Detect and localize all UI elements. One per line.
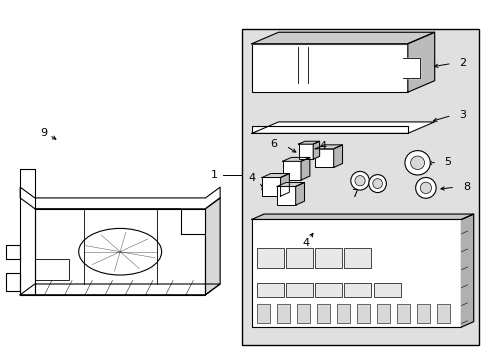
Text: 6: 6: [270, 139, 277, 149]
Polygon shape: [298, 141, 319, 144]
Bar: [316, 304, 329, 323]
Text: 1: 1: [210, 170, 217, 180]
Polygon shape: [277, 183, 304, 186]
Bar: [256, 283, 283, 297]
Ellipse shape: [415, 177, 435, 198]
Polygon shape: [251, 214, 473, 220]
Bar: [285, 283, 312, 297]
Bar: [282, 161, 301, 180]
Bar: [256, 304, 269, 323]
Bar: [315, 149, 333, 167]
Polygon shape: [251, 126, 407, 134]
Polygon shape: [280, 174, 289, 196]
Bar: [251, 220, 461, 327]
Ellipse shape: [79, 228, 161, 275]
Bar: [285, 248, 312, 268]
Bar: [315, 248, 341, 268]
Bar: [344, 248, 370, 268]
Polygon shape: [251, 32, 434, 44]
Ellipse shape: [419, 182, 430, 194]
Text: 5: 5: [444, 157, 450, 167]
Bar: [262, 177, 280, 196]
Bar: [277, 186, 295, 205]
Ellipse shape: [372, 179, 382, 189]
Bar: [376, 304, 389, 323]
Bar: [242, 30, 478, 345]
Polygon shape: [461, 214, 473, 327]
Ellipse shape: [350, 171, 368, 190]
Ellipse shape: [410, 156, 424, 170]
Polygon shape: [205, 198, 220, 295]
Polygon shape: [295, 183, 304, 205]
Polygon shape: [333, 145, 342, 167]
Bar: [416, 304, 429, 323]
Bar: [315, 283, 341, 297]
Bar: [251, 44, 407, 92]
Polygon shape: [20, 284, 220, 295]
Bar: [298, 144, 313, 159]
Ellipse shape: [368, 175, 386, 193]
Bar: [396, 304, 409, 323]
Bar: [356, 304, 369, 323]
Polygon shape: [181, 209, 205, 234]
Bar: [344, 283, 370, 297]
Text: 4: 4: [302, 238, 309, 248]
Bar: [276, 304, 289, 323]
Polygon shape: [313, 141, 319, 159]
Polygon shape: [282, 157, 309, 161]
Text: 4: 4: [248, 173, 255, 183]
Bar: [336, 304, 349, 323]
Text: 8: 8: [462, 182, 469, 192]
Bar: [256, 248, 283, 268]
Polygon shape: [35, 209, 205, 295]
Bar: [296, 304, 309, 323]
Polygon shape: [407, 32, 434, 92]
Bar: [436, 304, 449, 323]
Ellipse shape: [404, 150, 429, 175]
Text: 4: 4: [318, 141, 325, 151]
Text: 7: 7: [350, 189, 358, 199]
Polygon shape: [262, 174, 289, 177]
Ellipse shape: [354, 176, 365, 186]
Polygon shape: [315, 145, 342, 149]
Polygon shape: [301, 157, 309, 180]
Polygon shape: [402, 58, 419, 78]
Text: 3: 3: [458, 111, 465, 121]
Text: 9: 9: [40, 128, 47, 138]
Polygon shape: [20, 169, 35, 295]
Bar: [373, 283, 400, 297]
Polygon shape: [20, 187, 220, 209]
Text: 2: 2: [458, 58, 465, 68]
Polygon shape: [251, 122, 434, 134]
